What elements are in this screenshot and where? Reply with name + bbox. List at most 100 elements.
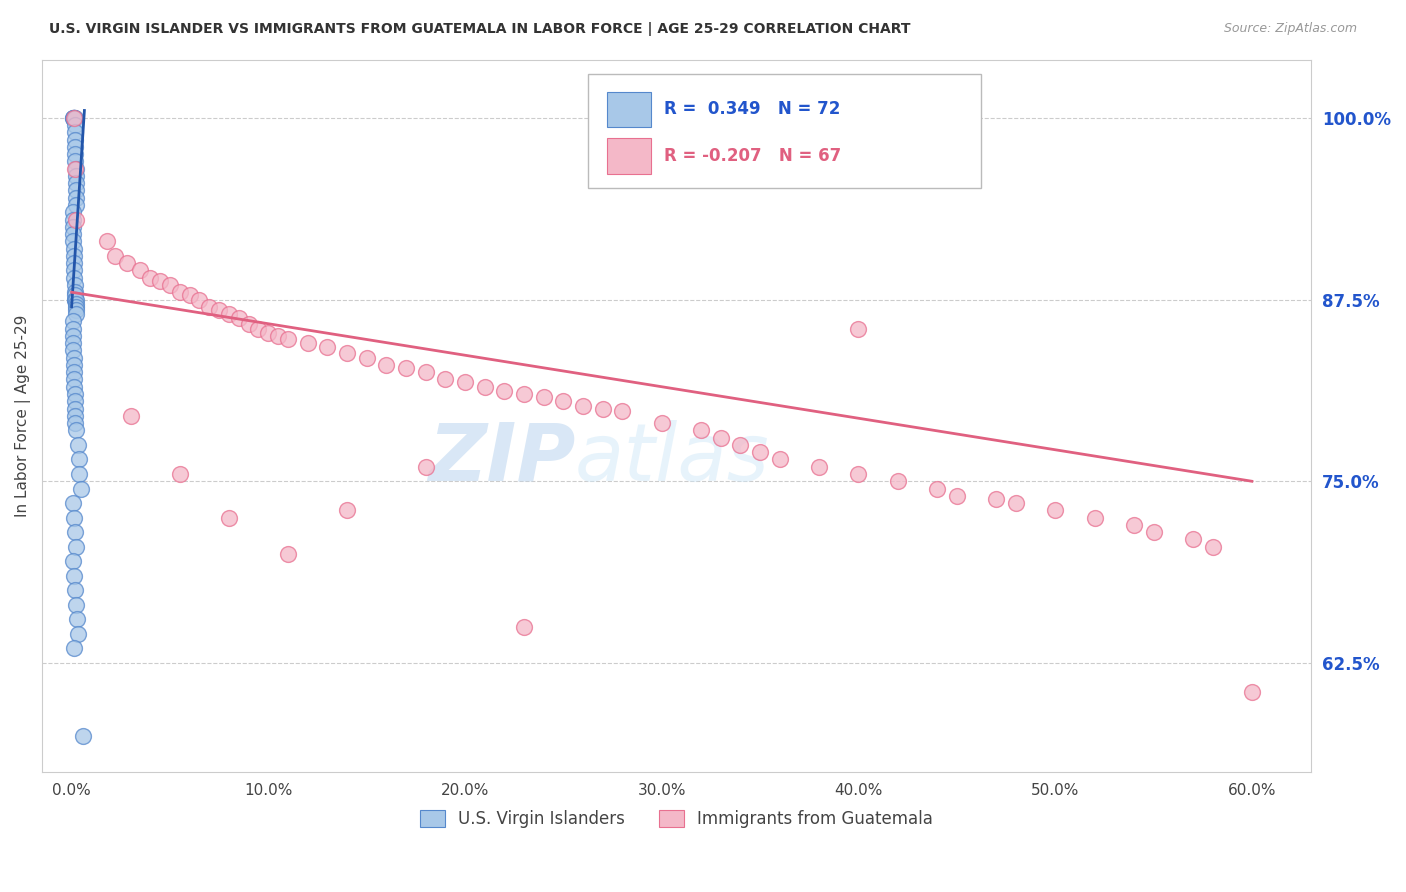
Point	[62, 314, 84, 328]
Point	[769, 452, 792, 467]
Point	[730, 438, 752, 452]
Point	[218, 307, 240, 321]
Point	[63, 111, 86, 125]
Point	[62, 641, 84, 656]
Point	[415, 365, 437, 379]
Text: Source: ZipAtlas.com: Source: ZipAtlas.com	[1223, 22, 1357, 36]
Point	[62, 343, 84, 358]
Point	[63, 380, 86, 394]
Point	[474, 380, 496, 394]
Point	[62, 554, 84, 568]
Point	[120, 409, 142, 423]
Point	[63, 147, 86, 161]
Point	[65, 169, 87, 183]
Text: R =  0.349   N = 72: R = 0.349 N = 72	[664, 101, 841, 119]
Point	[188, 293, 211, 307]
Point	[986, 491, 1008, 506]
Point	[149, 274, 172, 288]
Point	[257, 326, 280, 340]
Point	[1004, 496, 1026, 510]
Point	[63, 525, 86, 540]
Point	[63, 161, 86, 176]
Point	[65, 423, 87, 437]
Point	[63, 111, 86, 125]
FancyBboxPatch shape	[588, 74, 981, 188]
Point	[62, 212, 84, 227]
Point	[63, 270, 86, 285]
Point	[247, 321, 270, 335]
Point	[513, 620, 536, 634]
Point	[65, 176, 87, 190]
Bar	[607, 92, 651, 128]
Point	[415, 459, 437, 474]
Point	[63, 387, 86, 401]
Point	[336, 346, 359, 360]
Point	[887, 475, 910, 489]
Point	[65, 154, 87, 169]
Point	[63, 285, 86, 300]
Point	[72, 729, 94, 743]
Point	[65, 297, 87, 311]
Point	[65, 184, 87, 198]
Legend: U.S. Virgin Islanders, Immigrants from Guatemala: U.S. Virgin Islanders, Immigrants from G…	[413, 804, 939, 835]
Point	[65, 416, 87, 430]
Point	[62, 249, 84, 263]
Point	[927, 482, 949, 496]
Point	[62, 111, 84, 125]
Point	[277, 547, 299, 561]
Point	[65, 302, 87, 317]
Point	[1043, 503, 1066, 517]
Point	[62, 111, 84, 125]
Y-axis label: In Labor Force | Age 25-29: In Labor Force | Age 25-29	[15, 315, 31, 517]
Point	[115, 256, 138, 270]
Point	[1201, 540, 1223, 554]
Text: U.S. VIRGIN ISLANDER VS IMMIGRANTS FROM GUATEMALA IN LABOR FORCE | AGE 25-29 COR: U.S. VIRGIN ISLANDER VS IMMIGRANTS FROM …	[49, 22, 911, 37]
Point	[169, 285, 191, 300]
Point	[749, 445, 772, 459]
Point	[198, 300, 221, 314]
Text: ZIP: ZIP	[427, 419, 575, 498]
Point	[612, 404, 634, 418]
Point	[1240, 685, 1263, 699]
Point	[96, 235, 118, 249]
Point	[63, 288, 86, 302]
Point	[651, 416, 673, 430]
Point	[66, 438, 89, 452]
Point	[65, 293, 87, 307]
Point	[69, 467, 91, 481]
Point	[62, 227, 84, 241]
Point	[66, 627, 89, 641]
Point	[63, 365, 86, 379]
Point	[62, 219, 84, 234]
Point	[62, 321, 84, 335]
Point	[356, 351, 378, 365]
Bar	[607, 138, 651, 174]
Point	[228, 311, 250, 326]
Point	[67, 452, 90, 467]
Point	[63, 372, 86, 386]
Point	[533, 390, 555, 404]
Point	[1181, 533, 1204, 547]
Point	[63, 409, 86, 423]
Point	[62, 205, 84, 219]
Point	[513, 387, 536, 401]
Point	[63, 293, 86, 307]
Text: atlas: atlas	[575, 419, 769, 498]
Point	[63, 394, 86, 409]
Point	[572, 399, 595, 413]
Point	[65, 300, 87, 314]
Point	[208, 302, 231, 317]
Point	[62, 351, 84, 365]
Point	[65, 191, 87, 205]
Point	[63, 132, 86, 146]
Point	[218, 510, 240, 524]
Point	[63, 277, 86, 292]
Point	[690, 423, 713, 437]
Point	[70, 482, 93, 496]
Point	[62, 111, 84, 125]
Point	[63, 111, 86, 125]
Point	[65, 198, 87, 212]
Point	[710, 431, 733, 445]
Point	[104, 249, 127, 263]
Point	[63, 118, 86, 132]
